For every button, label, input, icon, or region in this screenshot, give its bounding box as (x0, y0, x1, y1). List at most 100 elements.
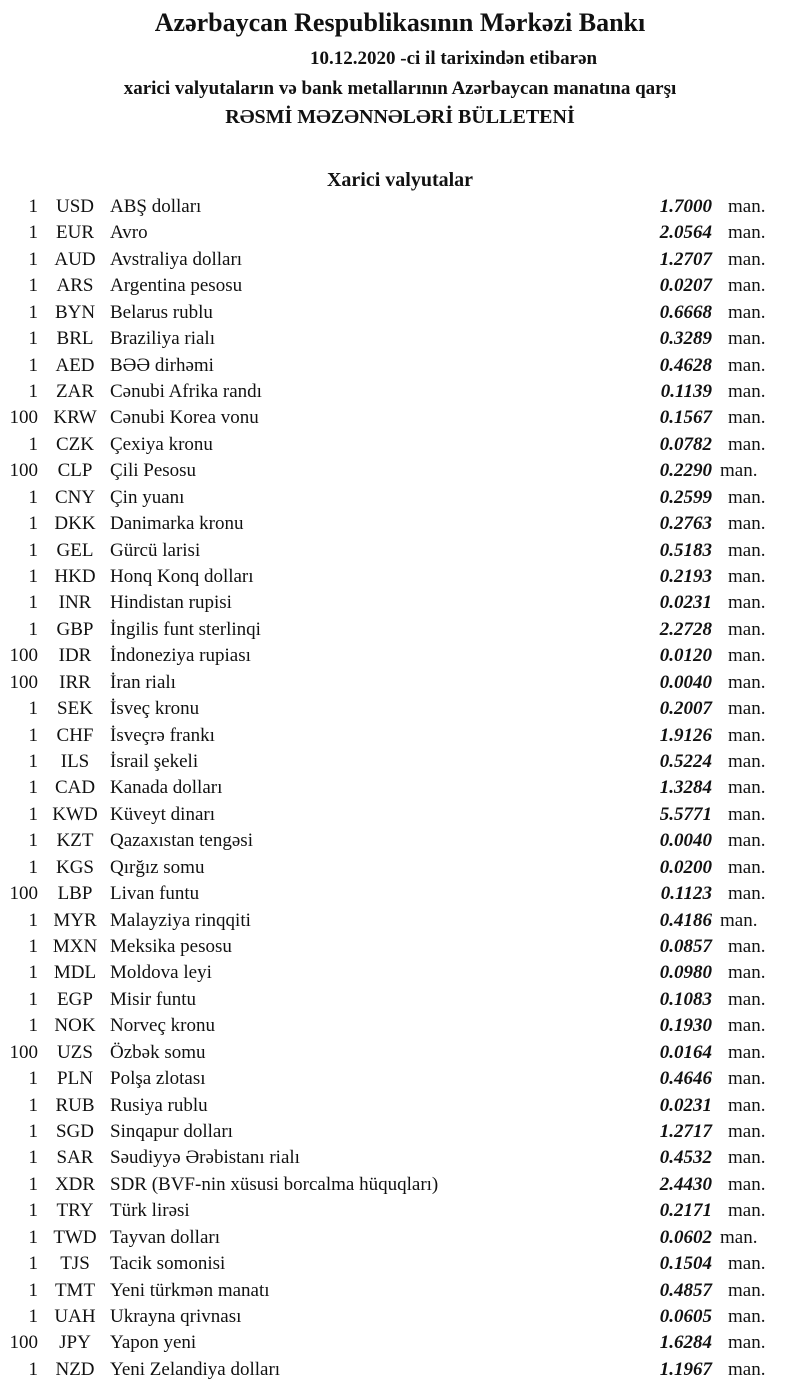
unit-count: 1 (28, 1015, 39, 1037)
currency-name: Yeni türkmən manatı (110, 1279, 270, 1301)
unit-count: 1 (28, 301, 39, 323)
unit-count: 100 (9, 645, 39, 667)
currency-code: KRW (53, 407, 97, 429)
currency-code: KGS (55, 856, 94, 878)
currency-code: DKK (54, 513, 96, 535)
unit-count: 1 (28, 618, 39, 640)
currency-code: TJS (60, 1253, 90, 1275)
exchange-rate: 0.4857 (659, 1279, 712, 1301)
currency-name: Qırğız somu (110, 856, 205, 878)
exchange-rate: 0.2171 (659, 1200, 712, 1222)
unit-count: 1 (28, 513, 39, 535)
rate-row: 1 TRY Türk lirəsi 0.2171 man. (0, 1198, 800, 1224)
currency-name: SDR (BVF-nin xüsusi borcalma hüquqları) (110, 1173, 439, 1195)
unit-count: 1 (28, 936, 39, 958)
rate-row: 1 CHF İsveçrə frankı 1.9126 man. (0, 723, 800, 749)
unit-count: 1 (28, 433, 39, 455)
exchange-rate: 0.2599 (659, 486, 712, 508)
currency-code: AED (55, 354, 95, 376)
rate-row: 100 KRW Cənubi Korea vonu 0.1567 man. (0, 405, 800, 431)
exchange-rate: 0.0980 (659, 962, 712, 984)
exchange-rate: 1.2717 (659, 1121, 712, 1143)
currency-code: GBP (56, 618, 94, 640)
rate-row: 1 AED BƏƏ dirhəmi 0.4628 man. (0, 353, 800, 379)
currency-name: Honq Konq dolları (110, 566, 254, 588)
unit-count: 1 (28, 486, 39, 508)
currency-name: Özbək somu (110, 1041, 206, 1063)
unit-count: 1 (28, 777, 39, 799)
section-heading: Xarici valyutalar (326, 169, 474, 191)
currency-code: TWD (53, 1226, 97, 1248)
currency-unit: man. (728, 830, 766, 852)
currency-code: MXN (52, 936, 98, 958)
currency-name: Avro (110, 222, 148, 244)
currency-name: Polşa zlotası (110, 1068, 206, 1090)
currency-code: LBP (57, 883, 93, 905)
currency-name: Braziliya rialı (110, 328, 215, 350)
exchange-rate: 0.1567 (659, 407, 712, 429)
unit-count: 1 (28, 962, 39, 984)
unit-count: 100 (9, 460, 39, 482)
currency-name: Hindistan rupisi (110, 592, 232, 614)
unit-count: 1 (28, 381, 39, 402)
currency-unit: man. (728, 592, 766, 614)
rate-row: 1 HKD Honq Konq dolları 0.2193 man. (0, 564, 800, 590)
unit-count: 1 (28, 803, 39, 825)
currency-unit: man. (728, 988, 766, 1010)
exchange-rate: 0.0040 (659, 830, 712, 852)
rate-row: 1 ZAR Cənubi Afrika randı 0.1139 man. (0, 379, 800, 405)
unit-count: 1 (28, 1121, 39, 1143)
rate-row: 1 GBP İngilis funt sterlinqi 2.2728 man. (0, 617, 800, 643)
currency-unit: man. (728, 1253, 766, 1275)
exchange-rate: 0.0231 (659, 1094, 712, 1116)
unit-count: 1 (28, 354, 39, 376)
currency-name: İsveçrə frankı (110, 724, 215, 746)
exchange-rate: 0.4646 (659, 1068, 712, 1090)
exchange-rate: 0.2763 (659, 513, 712, 535)
currency-name: Yeni Zelandiya dolları (110, 1358, 281, 1380)
exchange-rate: 0.4532 (659, 1147, 712, 1169)
date-line: 10.12.2020 -ci il tarixindən etibarən (310, 48, 598, 69)
currency-code: BYN (54, 301, 96, 323)
currency-unit: man. (728, 1041, 766, 1063)
currency-name: ABŞ dolları (110, 196, 202, 217)
unit-count: 1 (28, 1306, 39, 1328)
currency-unit: man. (728, 883, 766, 905)
rate-row: 100 UZS Özbək somu 0.0164 man. (0, 1040, 800, 1066)
currency-code: XDR (54, 1173, 96, 1195)
currency-unit: man. (728, 1332, 766, 1354)
rate-row: 100 CLP Çili Pesosu 0.2290 man. (0, 458, 800, 484)
rate-row: 1 RUB Rusiya rublu 0.0231 man. (0, 1093, 800, 1119)
rate-row: 1 SAR Səudiyyə Ərəbistanı rialı 0.4532 man. (0, 1145, 800, 1171)
exchange-rate: 0.0200 (659, 856, 712, 878)
currency-name: İsveç kronu (110, 698, 200, 720)
currency-code: PLN (57, 1068, 93, 1090)
currency-unit: man. (728, 566, 766, 588)
rate-row: 1 BYN Belarus rublu 0.6668 man. (0, 300, 800, 326)
unit-count: 100 (9, 883, 39, 905)
rate-row: 1 XDR SDR (BVF-nin xüsusi borcalma hüquqla… (0, 1172, 800, 1198)
currency-code: UZS (57, 1041, 93, 1063)
rate-row: 1 TJS Tacik somonisi 0.1504 man. (0, 1251, 800, 1277)
currency-code: ARS (56, 275, 94, 297)
currency-code: JPY (59, 1332, 91, 1354)
currency-unit: man. (728, 222, 766, 244)
exchange-rate: 2.4430 (659, 1173, 712, 1195)
currency-code: IRR (59, 671, 91, 693)
currency-name: İsrail şekeli (110, 751, 199, 773)
exchange-rate: 0.4628 (659, 354, 712, 376)
currency-name: Tacik somonisi (110, 1253, 226, 1275)
exchange-rate: 0.6668 (659, 301, 712, 323)
currency-code: CZK (56, 433, 94, 455)
currency-code: CAD (54, 777, 96, 799)
exchange-rate: 0.1083 (659, 988, 712, 1010)
currency-name: Səudiyyə Ərəbistanı rialı (110, 1147, 300, 1169)
currency-code: CHF (56, 724, 94, 746)
unit-count: 1 (28, 1094, 39, 1116)
rate-row: 1 GEL Gürcü larisi 0.5183 man. (0, 538, 800, 564)
currency-code: SEK (57, 698, 93, 720)
rate-row: 1 USD ABŞ dolları 1.7000 man. (0, 194, 800, 220)
currency-code: NOK (54, 1015, 96, 1037)
currency-unit: man. (728, 381, 766, 402)
currency-code: EUR (56, 222, 94, 244)
